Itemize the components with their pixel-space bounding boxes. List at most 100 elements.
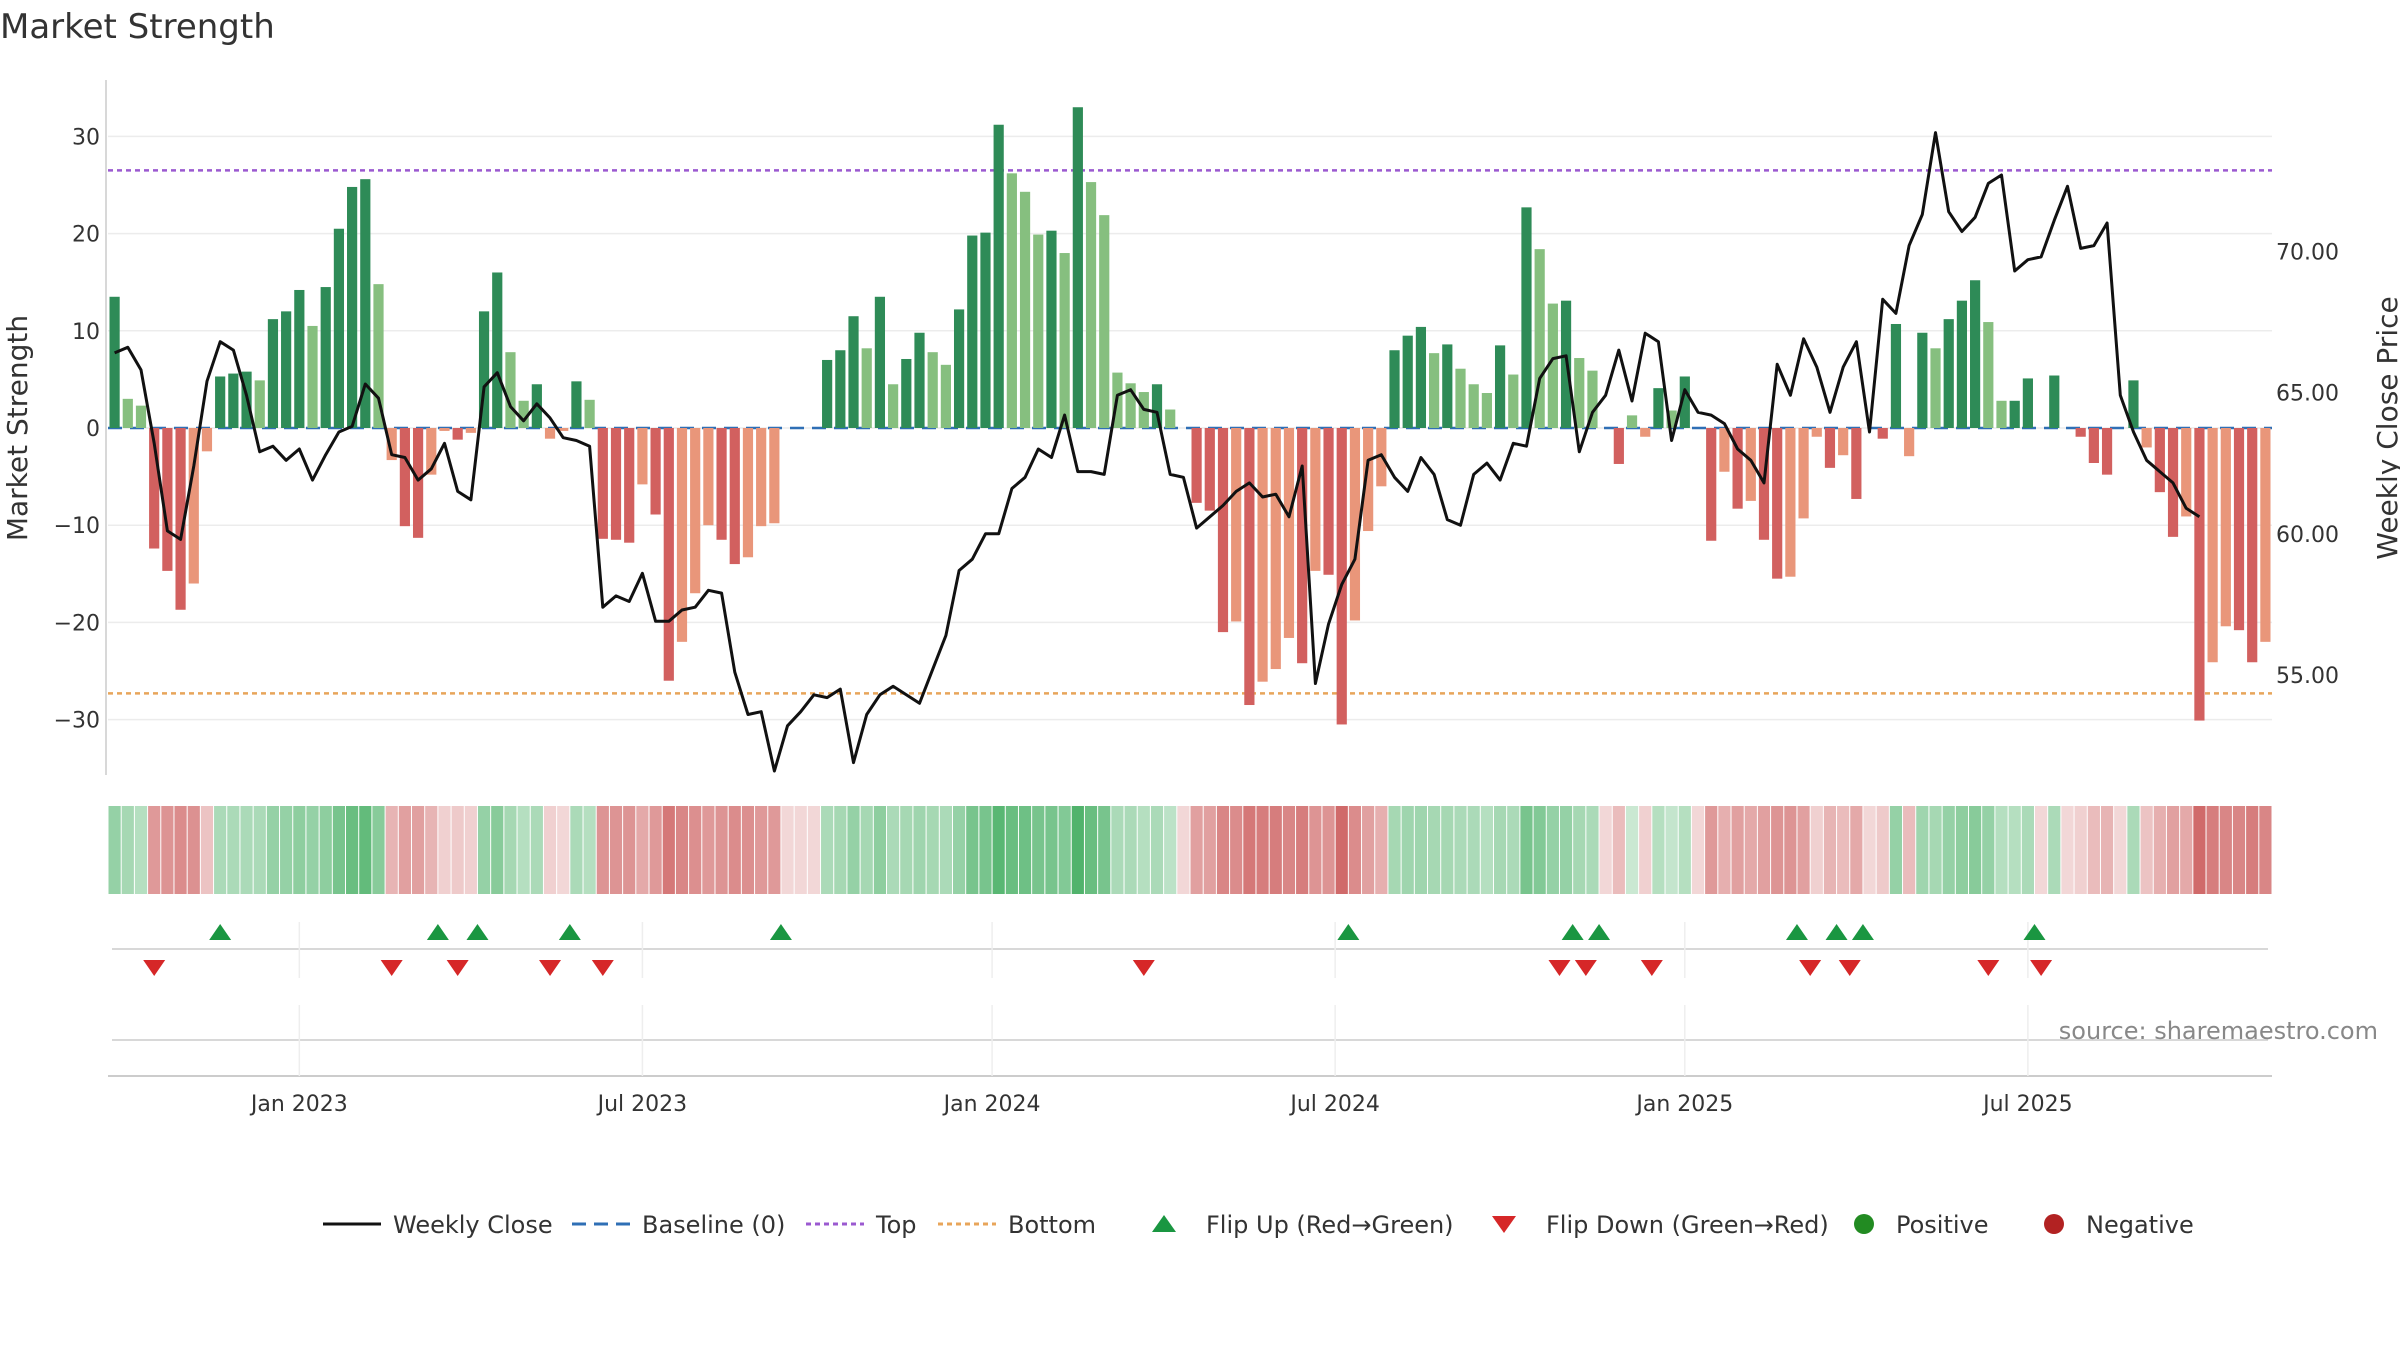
y-left-tick-label: 10 — [72, 320, 100, 345]
flip-down-marker — [1977, 960, 2000, 976]
strength-bar — [1574, 358, 1585, 428]
sentiment-cell — [689, 806, 702, 894]
sentiment-cell — [1375, 806, 1388, 894]
sentiment-cell — [1771, 806, 1784, 894]
strength-bars — [109, 107, 2271, 725]
strength-bar — [703, 428, 714, 526]
strength-bar — [1244, 428, 1255, 706]
sentiment-cell — [702, 806, 715, 894]
strength-bar — [215, 376, 226, 428]
strength-bar — [1257, 428, 1268, 682]
strength-bar — [2088, 428, 2099, 463]
sentiment-cell — [1348, 806, 1362, 894]
sentiment-cell — [1203, 806, 1216, 894]
flip-up-marker — [1588, 924, 1611, 940]
sentiment-cell — [2153, 806, 2166, 894]
sentiment-cell — [1850, 806, 1863, 894]
x-tick-label: Jan 2025 — [1634, 1092, 1733, 1117]
sentiment-cell — [398, 806, 411, 894]
strength-bar — [201, 428, 213, 452]
strength-bar — [584, 399, 595, 428]
sentiment-cell — [1098, 806, 1111, 894]
strength-bar — [993, 124, 1004, 429]
strength-bar — [1231, 428, 1242, 622]
strength-bar — [1653, 388, 1664, 428]
strength-bar — [347, 186, 358, 428]
sentiment-cell — [425, 806, 438, 894]
x-tick-label: Jan 2023 — [249, 1092, 348, 1117]
sentiment-cell — [1599, 806, 1612, 894]
strength-bar — [1956, 300, 1968, 428]
sentiment-cell — [1309, 806, 1322, 894]
sentiment-cell — [1058, 806, 1071, 894]
strength-bar — [254, 380, 265, 428]
strength-bar — [1033, 234, 1044, 428]
strength-bar — [1679, 376, 1690, 428]
x-tick-label: Jul 2023 — [596, 1092, 688, 1117]
sentiment-cell — [1177, 806, 1190, 894]
sentiment-cell — [1071, 806, 1084, 894]
sentiment-cell — [2100, 806, 2114, 894]
strength-bar — [386, 428, 397, 461]
legend-label: Flip Up (Red→Green) — [1206, 1211, 1454, 1239]
sentiment-cell — [121, 806, 134, 894]
strength-bar — [1772, 428, 1783, 579]
strength-bar — [1402, 335, 1413, 428]
strength-bar — [1336, 428, 1347, 725]
strength-bar — [1706, 428, 1717, 541]
strength-bar — [637, 428, 648, 485]
strength-bar — [373, 284, 384, 428]
sentiment-cell — [900, 806, 913, 894]
flip-down-marker — [1838, 960, 1861, 976]
lower-panel: Jan 2023 Jul 2023 Jan 2024 Jul 2024 Jan 2025… — [108, 1005, 2272, 1117]
strength-bar — [135, 405, 147, 428]
sentiment-cell — [187, 806, 200, 894]
sentiment-cell — [319, 806, 332, 894]
sentiment-cell — [609, 806, 623, 894]
strength-bar — [162, 428, 173, 571]
sentiment-cell — [1269, 806, 1282, 894]
strength-bar — [2194, 428, 2205, 721]
strength-bar — [571, 381, 582, 428]
flip-up-marker — [1825, 924, 1848, 940]
y-left-tick-label: 0 — [86, 417, 100, 442]
strength-bar — [1983, 322, 1994, 428]
sentiment-cell — [596, 806, 609, 894]
strength-bar — [1455, 368, 1466, 428]
strength-bar — [1125, 383, 1136, 428]
flip-down-marker — [2030, 960, 2053, 976]
sentiment-cell — [1150, 806, 1164, 894]
strength-bar — [1970, 280, 1981, 428]
sentiment-cell — [293, 806, 306, 894]
sentiment-cell — [715, 806, 728, 894]
legend-item-positive: Positive — [1854, 1211, 1989, 1239]
sentiment-cell — [1863, 806, 1876, 894]
sentiment-cell — [1507, 806, 1520, 894]
sentiment-cell — [1441, 806, 1454, 894]
y-right-tick-label: 60.00 — [2276, 523, 2339, 548]
sentiment-cell — [1032, 806, 1045, 894]
strength-bar — [294, 289, 305, 428]
strength-bar — [2247, 428, 2258, 663]
sentiment-cell — [451, 806, 464, 894]
sentiment-cell — [2008, 806, 2021, 894]
sentiment-cell — [1401, 806, 1414, 894]
sentiment-cell — [1810, 806, 1823, 894]
sentiment-cell — [1005, 806, 1018, 894]
flip-up-marker — [1561, 924, 1584, 940]
sentiment-cell — [636, 806, 649, 894]
legend-label: Flip Down (Green→Red) — [1546, 1211, 1829, 1239]
strength-bar — [1085, 182, 1097, 428]
strength-bar — [1310, 428, 1321, 571]
strength-bar — [716, 428, 727, 540]
strength-bar — [558, 428, 569, 431]
flip-down-marker — [591, 960, 614, 976]
flip-markers — [112, 922, 2268, 978]
sentiment-cell — [1744, 806, 1757, 894]
sentiment-cell — [346, 806, 359, 894]
strength-bar — [1811, 428, 1822, 437]
sentiment-cell — [1546, 806, 1559, 894]
strength-bar — [822, 359, 833, 428]
sentiment-cell — [1797, 806, 1810, 894]
sentiment-cell — [979, 806, 992, 894]
